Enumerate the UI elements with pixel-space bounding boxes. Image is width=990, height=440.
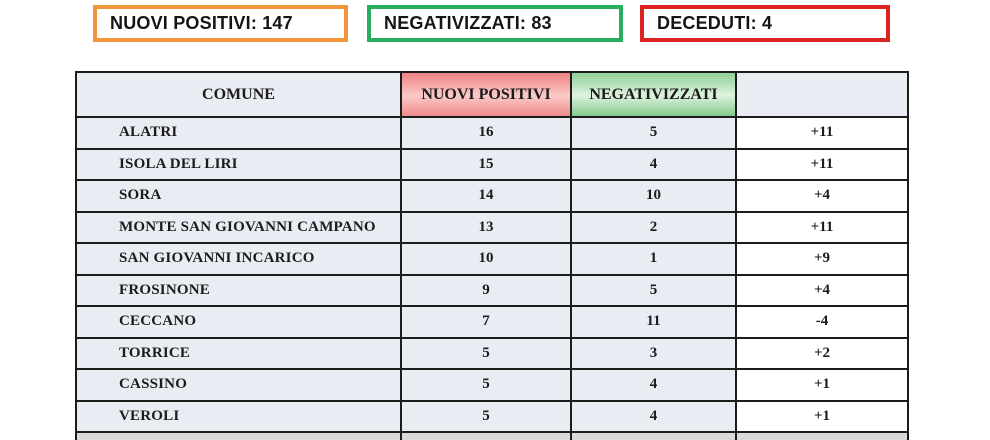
comune-cell: ALATRI [75, 116, 402, 150]
nuovi-positivi-cell: 5 [400, 399, 572, 433]
table-row: SORA 14 10 +4 [75, 179, 909, 213]
negativizzati-cell: 2 [570, 210, 737, 244]
delta-cell: +2 [735, 336, 909, 370]
partial-cell [75, 431, 402, 440]
negativizzati-cell: 3 [570, 336, 737, 370]
table-row: MONTE SAN GIOVANNI CAMPANO 13 2 +11 [75, 210, 909, 244]
table-row: CECCANO 7 11 -4 [75, 305, 909, 339]
negativizzati-cell: 4 [570, 368, 737, 402]
nuovi-positivi-cell: 5 [400, 336, 572, 370]
negativizzati-cell: 10 [570, 179, 737, 213]
comuni-table: COMUNE NUOVI POSITIVI NEGATIVIZZATI ALAT… [75, 71, 909, 440]
comune-cell: VEROLI [75, 399, 402, 433]
comuni-table-container: COMUNE NUOVI POSITIVI NEGATIVIZZATI ALAT… [75, 71, 909, 440]
delta-cell: +1 [735, 399, 909, 433]
table-row: FROSINONE 9 5 +4 [75, 273, 909, 307]
table-row: ISOLA DEL LIRI 15 4 +11 [75, 147, 909, 181]
table-row: TORRICE 5 3 +2 [75, 336, 909, 370]
badge-deceduti-label: DECEDUTI: 4 [657, 13, 773, 33]
nuovi-positivi-cell: 16 [400, 116, 572, 150]
column-header-nuovi-positivi: NUOVI POSITIVI [400, 71, 572, 118]
table-row: CASSINO 5 4 +1 [75, 368, 909, 402]
nuovi-positivi-cell: 5 [400, 368, 572, 402]
column-header-negativizzati: NEGATIVIZZATI [570, 71, 737, 118]
delta-cell: +1 [735, 368, 909, 402]
negativizzati-cell: 1 [570, 242, 737, 276]
nuovi-positivi-cell: 14 [400, 179, 572, 213]
delta-cell: -4 [735, 305, 909, 339]
negativizzati-cell: 4 [570, 147, 737, 181]
comune-cell: TORRICE [75, 336, 402, 370]
nuovi-positivi-cell: 10 [400, 242, 572, 276]
badge-nuovi-positivi-label: NUOVI POSITIVI: 147 [110, 13, 293, 33]
delta-cell: +11 [735, 116, 909, 150]
table-header: COMUNE NUOVI POSITIVI NEGATIVIZZATI [75, 71, 909, 118]
nuovi-positivi-cell: 15 [400, 147, 572, 181]
column-header-comune: COMUNE [75, 71, 402, 118]
negativizzati-cell: 11 [570, 305, 737, 339]
comune-cell: CASSINO [75, 368, 402, 402]
delta-cell: +4 [735, 179, 909, 213]
negativizzati-cell: 5 [570, 273, 737, 307]
negativizzati-cell: 5 [570, 116, 737, 150]
badge-deceduti: DECEDUTI: 4 [640, 5, 890, 42]
table-body: ALATRI 16 5 +11 ISOLA DEL LIRI 15 4 +11 SORA 14 10… [75, 116, 909, 440]
partial-cell [570, 431, 737, 440]
delta-cell: +4 [735, 273, 909, 307]
comune-cell: SORA [75, 179, 402, 213]
column-header-delta [735, 71, 909, 118]
nuovi-positivi-cell: 7 [400, 305, 572, 339]
table-header-row: COMUNE NUOVI POSITIVI NEGATIVIZZATI [75, 71, 909, 118]
comune-cell: ISOLA DEL LIRI [75, 147, 402, 181]
partial-cell [735, 431, 909, 440]
negativizzati-cell: 4 [570, 399, 737, 433]
nuovi-positivi-cell: 13 [400, 210, 572, 244]
badge-negativizzati: NEGATIVIZZATI: 83 [367, 5, 623, 42]
table-row: VEROLI 5 4 +1 [75, 399, 909, 433]
comune-cell: MONTE SAN GIOVANNI CAMPANO [75, 210, 402, 244]
nuovi-positivi-cell: 9 [400, 273, 572, 307]
delta-cell: +11 [735, 147, 909, 181]
table-row-partial [75, 431, 909, 440]
comune-cell: FROSINONE [75, 273, 402, 307]
delta-cell: +11 [735, 210, 909, 244]
comune-cell: CECCANO [75, 305, 402, 339]
badge-nuovi-positivi: NUOVI POSITIVI: 147 [93, 5, 348, 42]
comune-cell: SAN GIOVANNI INCARICO [75, 242, 402, 276]
delta-cell: +9 [735, 242, 909, 276]
badge-negativizzati-label: NEGATIVIZZATI: 83 [384, 13, 552, 33]
partial-cell [400, 431, 572, 440]
table-row: SAN GIOVANNI INCARICO 10 1 +9 [75, 242, 909, 276]
table-row: ALATRI 16 5 +11 [75, 116, 909, 150]
